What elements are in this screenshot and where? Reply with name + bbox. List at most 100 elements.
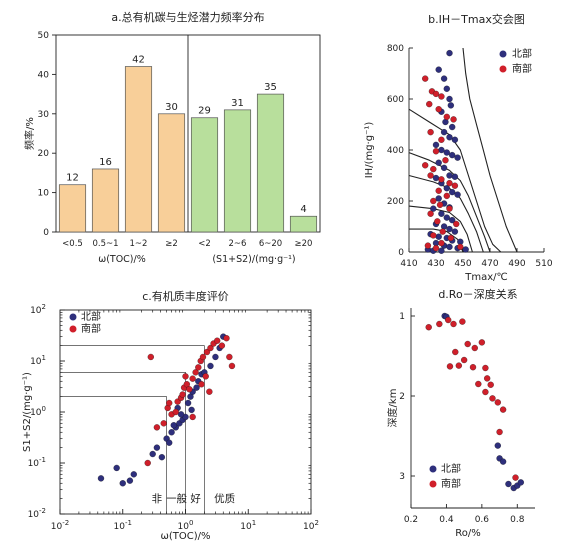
chart-title: d.Ro－深度关系 (438, 287, 517, 301)
data-point (153, 444, 161, 451)
y-tick-label: 600 (387, 95, 404, 105)
data-point (184, 399, 192, 407)
data-point (126, 477, 134, 484)
data-point (475, 380, 482, 388)
x-tick-exponent: 1 (252, 519, 256, 527)
y-tick-exponent: 1 (42, 354, 46, 362)
data-point (144, 459, 151, 467)
data-point (438, 93, 445, 100)
data-point (450, 320, 457, 328)
data-point (172, 408, 179, 416)
data-point (482, 364, 489, 372)
chart-title: a.总有机碳与生烃潜力频率分布 (111, 10, 264, 24)
data-point (453, 220, 460, 228)
bar-value-label: 16 (99, 157, 112, 168)
data-point (189, 375, 196, 382)
data-point (459, 318, 466, 325)
data-point (425, 324, 432, 331)
data-point (482, 388, 489, 396)
data-point (170, 422, 177, 429)
data-point (422, 162, 429, 169)
data-point (214, 337, 221, 344)
grade-label: 优质 (214, 492, 235, 505)
data-point (202, 373, 209, 380)
data-point (182, 373, 189, 380)
y-axis-label: 深度/km (386, 389, 399, 428)
data-point (443, 85, 450, 92)
x-axis-label: ω(TOC)/% (160, 531, 210, 542)
data-point (438, 146, 445, 154)
data-point (450, 116, 457, 123)
data-point (449, 188, 456, 196)
data-point (446, 363, 454, 370)
x-tick-label: 10-2 (51, 519, 69, 532)
x-tick-label: ≥20 (295, 239, 313, 249)
bar (289, 215, 318, 233)
y-axis-label: S1+S2/(mg·g⁻¹) (22, 372, 33, 452)
data-point (435, 159, 442, 166)
data-point (449, 151, 456, 159)
bar-value-label: 12 (66, 173, 79, 184)
bar-value-label: 29 (198, 106, 211, 117)
bar (223, 109, 252, 233)
legend-label: 北部 (441, 462, 461, 475)
bar (190, 117, 219, 233)
legend-label: 南部 (81, 322, 101, 335)
data-point (451, 182, 459, 189)
y-tick-exponent: 0 (42, 405, 46, 413)
data-point (439, 228, 446, 235)
data-point (226, 353, 233, 361)
x-tick-label: 470 (481, 259, 498, 269)
chart-b: 410 430 450 470 490 510 0 200 400 600 800 b.IH－Tmax… (364, 12, 553, 283)
data-point (499, 458, 507, 465)
envelope-curve (408, 108, 502, 253)
y-tick-label: 40 (38, 70, 50, 80)
legend-label: 北部 (81, 310, 101, 323)
data-point (462, 246, 469, 253)
x-tick-label: 2~6 (229, 239, 247, 249)
x-tick-label: ≥2 (165, 239, 178, 249)
threshold-line (60, 396, 167, 514)
data-point (193, 384, 200, 391)
data-point (505, 480, 512, 488)
data-point (199, 353, 207, 361)
x-tick-label: 0.5~1 (92, 239, 118, 249)
data-point (512, 474, 519, 481)
y-axis-label: 频率/% (23, 117, 36, 150)
data-point (430, 232, 437, 239)
data-point (438, 136, 445, 143)
x-tick-label: 510 (535, 259, 552, 269)
data-point (442, 157, 449, 164)
data-point (158, 454, 166, 461)
data-point (432, 90, 440, 98)
data-point (447, 234, 455, 242)
data-point (499, 406, 507, 413)
x-tick-label: 490 (508, 259, 525, 269)
x-tick-label: <0.5 (62, 239, 83, 249)
x-axis-label: (S1+S2)/(mg·g⁻¹) (212, 254, 295, 265)
data-point (149, 450, 156, 458)
chart-title: b.IH－Tmax交会图 (428, 12, 525, 26)
bar (256, 93, 285, 233)
legend-marker (429, 480, 437, 488)
data-point (440, 164, 448, 172)
data-point (471, 344, 478, 352)
bar (58, 184, 87, 233)
data-point (427, 128, 434, 136)
envelope-curve (408, 152, 491, 253)
data-point (454, 191, 461, 198)
y-tick-label: 102 (30, 303, 46, 316)
legend-label: 南部 (512, 62, 532, 75)
legend-label: 北部 (512, 47, 532, 60)
data-point (449, 216, 456, 224)
data-point (153, 424, 161, 431)
data-point (452, 348, 459, 356)
threshold-line (60, 372, 186, 514)
y-tick-label: 101 (30, 354, 46, 367)
data-point (430, 197, 437, 205)
data-point (198, 381, 205, 388)
data-point (494, 442, 501, 449)
data-point (179, 391, 186, 398)
data-point (192, 369, 199, 376)
